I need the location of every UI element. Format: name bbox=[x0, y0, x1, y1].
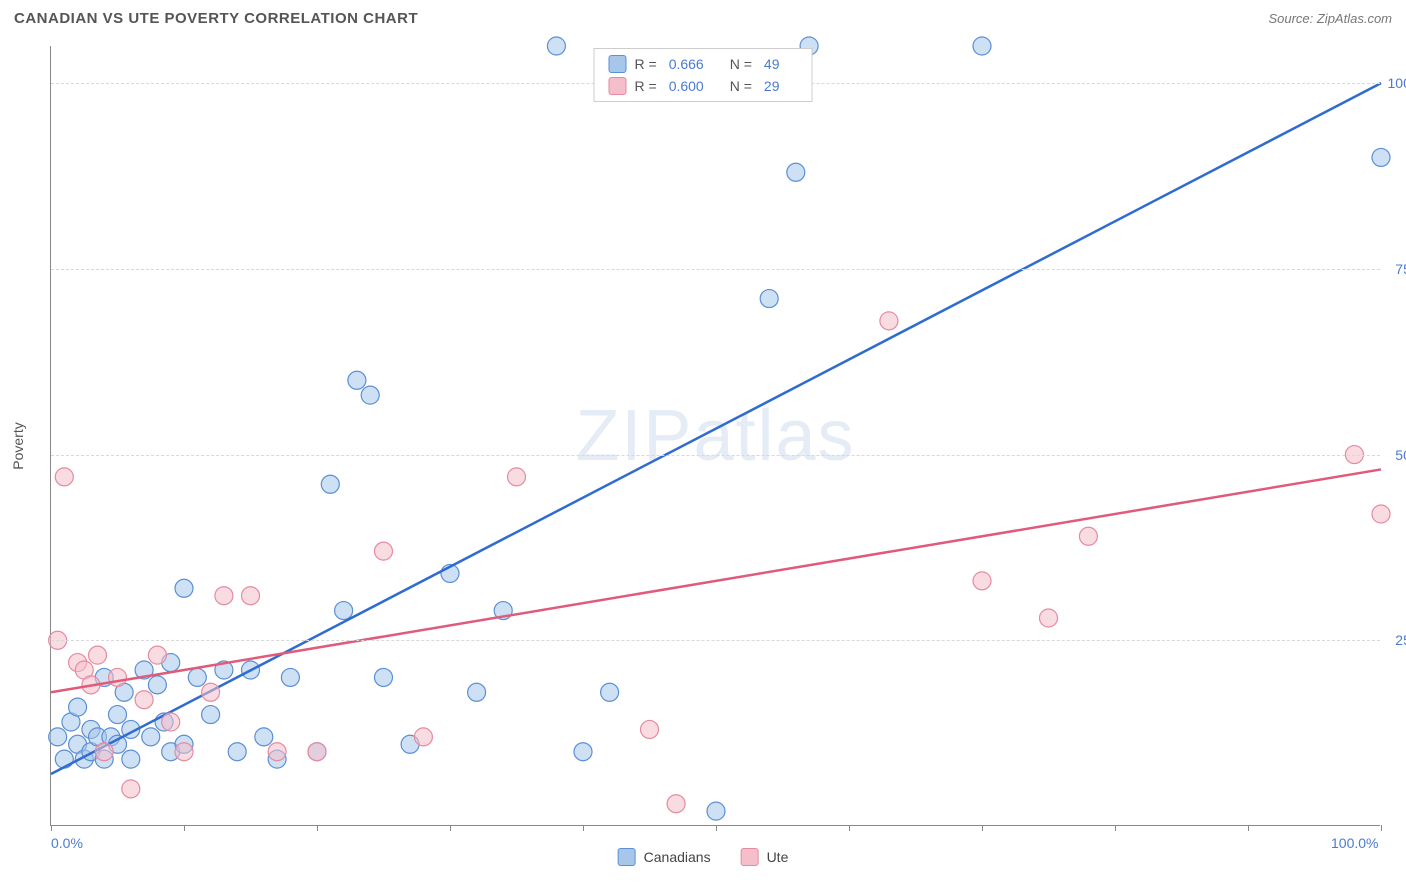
data-point bbox=[215, 587, 233, 605]
plot-area: ZIPatlas 25.0%50.0%75.0%100.0%0.0%100.0% bbox=[50, 46, 1380, 826]
data-point bbox=[760, 290, 778, 308]
data-point bbox=[188, 668, 206, 686]
gridline bbox=[51, 455, 1380, 456]
data-point bbox=[109, 706, 127, 724]
data-point bbox=[175, 743, 193, 761]
data-point bbox=[308, 743, 326, 761]
data-point bbox=[69, 698, 87, 716]
y-tick-label: 50.0% bbox=[1395, 447, 1406, 463]
trend-line bbox=[51, 469, 1381, 692]
trend-line bbox=[51, 83, 1381, 774]
data-point bbox=[361, 386, 379, 404]
y-tick-label: 25.0% bbox=[1395, 632, 1406, 648]
x-tick bbox=[51, 825, 52, 831]
y-axis-title: Poverty bbox=[10, 422, 26, 469]
data-point bbox=[348, 371, 366, 389]
source-label: Source: ZipAtlas.com bbox=[1268, 11, 1392, 26]
data-point bbox=[508, 468, 526, 486]
r-label: R = bbox=[635, 56, 657, 72]
r-value-ute: 0.600 bbox=[669, 78, 704, 94]
data-point bbox=[414, 728, 432, 746]
r-label: R = bbox=[635, 78, 657, 94]
data-point bbox=[1079, 527, 1097, 545]
x-tick bbox=[317, 825, 318, 831]
data-point bbox=[109, 668, 127, 686]
data-point bbox=[1372, 505, 1390, 523]
data-point bbox=[228, 743, 246, 761]
x-tick-label: 0.0% bbox=[51, 835, 83, 851]
swatch-canadians-icon bbox=[618, 848, 636, 866]
data-point bbox=[375, 542, 393, 560]
r-value-canadians: 0.666 bbox=[669, 56, 704, 72]
data-point bbox=[707, 802, 725, 820]
legend-correlation: R = 0.666 N = 49 R = 0.600 N = 29 bbox=[594, 48, 813, 102]
x-tick bbox=[1115, 825, 1116, 831]
data-point bbox=[95, 743, 113, 761]
data-point bbox=[148, 676, 166, 694]
x-tick bbox=[1248, 825, 1249, 831]
n-value-canadians: 49 bbox=[764, 56, 780, 72]
legend-row-ute: R = 0.600 N = 29 bbox=[609, 75, 798, 97]
swatch-ute-icon bbox=[741, 848, 759, 866]
data-point bbox=[375, 668, 393, 686]
data-point bbox=[202, 706, 220, 724]
legend-item-canadians: Canadians bbox=[618, 848, 711, 866]
data-point bbox=[89, 646, 107, 664]
data-point bbox=[202, 683, 220, 701]
data-point bbox=[55, 468, 73, 486]
y-tick-label: 100.0% bbox=[1388, 75, 1406, 91]
legend-row-canadians: R = 0.666 N = 49 bbox=[609, 53, 798, 75]
data-point bbox=[268, 743, 286, 761]
chart-title: CANADIAN VS UTE POVERTY CORRELATION CHAR… bbox=[14, 10, 418, 27]
x-tick bbox=[184, 825, 185, 831]
x-tick bbox=[450, 825, 451, 831]
data-point bbox=[641, 720, 659, 738]
x-tick bbox=[716, 825, 717, 831]
n-value-ute: 29 bbox=[764, 78, 780, 94]
n-label: N = bbox=[730, 78, 752, 94]
y-tick-label: 75.0% bbox=[1395, 261, 1406, 277]
data-point bbox=[162, 713, 180, 731]
gridline bbox=[51, 640, 1380, 641]
data-point bbox=[468, 683, 486, 701]
legend-item-ute: Ute bbox=[741, 848, 789, 866]
data-point bbox=[55, 750, 73, 768]
data-point bbox=[547, 37, 565, 55]
swatch-canadians-icon bbox=[609, 55, 627, 73]
x-tick bbox=[1381, 825, 1382, 831]
data-point bbox=[142, 728, 160, 746]
scatter-plot-svg bbox=[51, 46, 1380, 825]
data-point bbox=[281, 668, 299, 686]
data-point bbox=[601, 683, 619, 701]
data-point bbox=[880, 312, 898, 330]
data-point bbox=[1372, 148, 1390, 166]
data-point bbox=[122, 780, 140, 798]
data-point bbox=[321, 475, 339, 493]
n-label: N = bbox=[730, 56, 752, 72]
x-tick bbox=[583, 825, 584, 831]
data-point bbox=[787, 163, 805, 181]
gridline bbox=[51, 269, 1380, 270]
data-point bbox=[973, 572, 991, 590]
swatch-ute-icon bbox=[609, 77, 627, 95]
data-point bbox=[255, 728, 273, 746]
chart-header: CANADIAN VS UTE POVERTY CORRELATION CHAR… bbox=[14, 10, 1392, 27]
data-point bbox=[49, 728, 67, 746]
data-point bbox=[242, 587, 260, 605]
data-point bbox=[122, 750, 140, 768]
data-point bbox=[148, 646, 166, 664]
data-point bbox=[335, 602, 353, 620]
x-tick bbox=[982, 825, 983, 831]
data-point bbox=[175, 579, 193, 597]
legend-label-ute: Ute bbox=[767, 849, 789, 865]
data-point bbox=[667, 795, 685, 813]
legend-label-canadians: Canadians bbox=[644, 849, 711, 865]
x-tick-label: 100.0% bbox=[1331, 835, 1378, 851]
data-point bbox=[135, 691, 153, 709]
data-point bbox=[574, 743, 592, 761]
data-point bbox=[1040, 609, 1058, 627]
legend-series: Canadians Ute bbox=[618, 848, 789, 866]
data-point bbox=[973, 37, 991, 55]
x-tick bbox=[849, 825, 850, 831]
